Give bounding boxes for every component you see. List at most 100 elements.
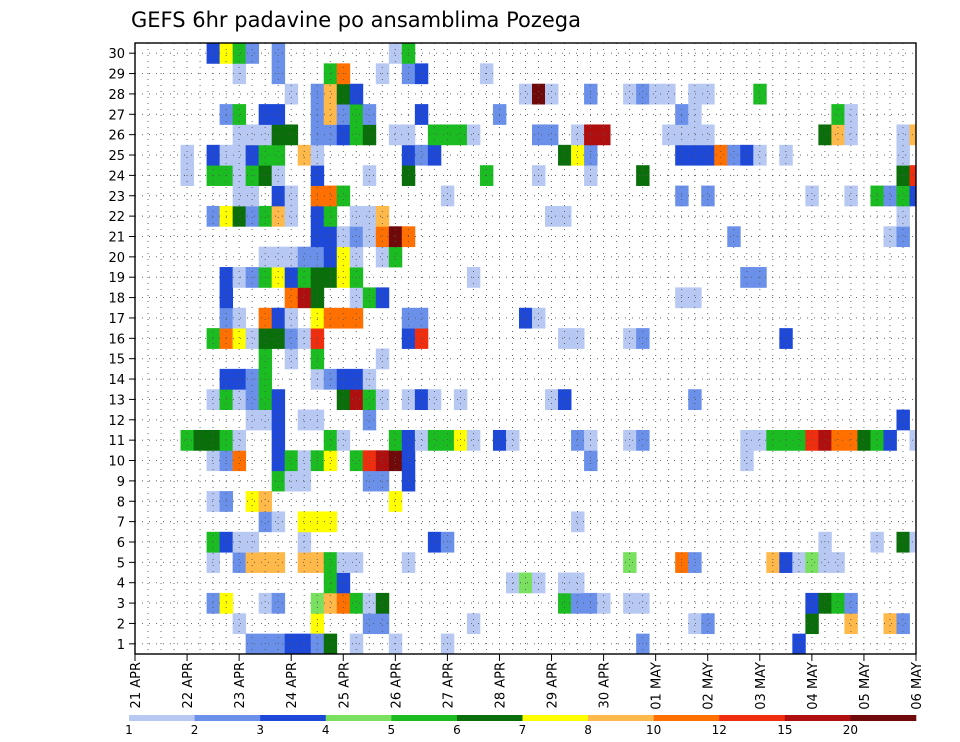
heatmap-cell [232,531,247,553]
heatmap-cell [831,552,845,573]
heatmap-cell [883,429,897,451]
x-tick-label: 03 MAY [754,662,769,710]
chart-title: GEFS 6hr padavine po ansamblima Pozega [131,8,581,32]
heatmap-cell [297,633,312,654]
heatmap-cell [206,450,221,472]
heatmap-cell [271,104,286,125]
heatmap-cell [336,592,351,614]
heatmap-cell [896,613,910,635]
heatmap-cell [505,572,520,594]
heatmap-cell [571,511,585,533]
heatmap-cell [558,205,572,227]
heatmap-cell [688,613,702,635]
heatmap-cell [323,246,338,268]
heatmap-cell [388,226,403,248]
y-tick-label: 11 [108,434,125,449]
heatmap-cell [362,450,377,472]
heatmap-cell [545,124,559,146]
colorbar-label: 3 [256,723,264,737]
heatmap-cell [440,633,455,654]
colorbar-swatch [194,715,261,721]
heatmap-cell [336,552,351,573]
x-tick-label: 25 APR [337,662,352,708]
heatmap-cell [818,124,832,146]
heatmap-cell [414,144,429,166]
heatmap-cell [388,246,403,268]
heatmap-cell [245,328,260,349]
heatmap-cell [258,307,273,329]
y-tick-label: 4 [117,577,125,592]
heatmap-cell [636,328,650,349]
heatmap-cell [701,144,715,166]
heatmap-cell [896,124,910,146]
colorbar-swatch [719,715,786,721]
colorbar-swatch [588,715,654,721]
heatmap-cell [453,429,468,451]
heatmap-cell [297,144,312,166]
y-tick-label: 17 [108,312,125,327]
x-axis-ticks: 21 APR 22 APR 23 APR 24 APR 25 APR 26 APR 27 A… [129,654,925,710]
y-tick-label: 1 [117,638,125,653]
heatmap-cell [923,124,936,145]
heatmap-cell [271,389,286,410]
colorbar-swatch [456,715,523,721]
heatmap-cell [323,552,338,573]
heatmap-cell [623,429,637,451]
heatmap-cell [636,592,650,614]
heatmap-cell [193,429,207,451]
y-tick-label: 10 [108,455,125,470]
colorbar-swatch [325,715,392,721]
heatmap-cell [271,246,286,268]
y-tick-label: 13 [108,393,125,408]
colorbar-label: 1 [125,723,133,737]
heatmap-cell [206,43,221,64]
heatmap-cell [349,226,364,248]
heatmap-cell [362,287,377,309]
heatmap-cell [597,592,611,614]
heatmap-cell [180,144,194,166]
heatmap-cell [232,124,247,146]
heatmap-cell [258,104,273,125]
heatmap-cell [427,144,442,166]
heatmap-cell [740,429,754,451]
heatmap-cell [688,83,702,105]
heatmap-cell [558,389,572,410]
heatmap-cell [518,572,533,594]
heatmap-cell [636,429,650,451]
heatmap-cell [336,572,351,594]
heatmap-cell [701,83,715,105]
heatmap-cell [740,450,754,472]
heatmap-cell [336,104,351,125]
heatmap-cell [375,389,390,410]
heatmap-cell [271,552,286,573]
heatmap-cell [362,104,377,125]
heatmap-cell [206,205,221,227]
heatmap-cell [271,43,286,64]
heatmap-cell [831,104,845,125]
heatmap-cell [206,592,221,614]
heatmap-cell [805,592,819,614]
heatmap-cell [427,531,442,553]
heatmap-cell [258,409,273,431]
heatmap-cell [297,409,312,431]
heatmap-cell [323,124,338,146]
heatmap-cell [388,450,403,472]
heatmap-cell [883,185,897,207]
heatmap-cell [245,491,260,512]
heatmap-cell [440,185,455,207]
heatmap-cell [323,572,338,594]
heatmap-cell [362,389,377,410]
heatmap-cell [753,144,767,166]
heatmap-cell [349,307,364,329]
heatmap-cell [805,429,819,451]
heatmap-cell [375,287,390,309]
heatmap-cell [623,592,637,614]
heatmap-cell [740,144,754,166]
heatmap-cell [896,226,910,248]
heatmap-cell [323,205,338,227]
heatmap-cell [349,205,364,227]
heatmap-cell [414,389,429,410]
heatmap-cell [349,104,364,125]
heatmap-cell [258,491,273,512]
y-tick-label: 24 [108,169,125,184]
